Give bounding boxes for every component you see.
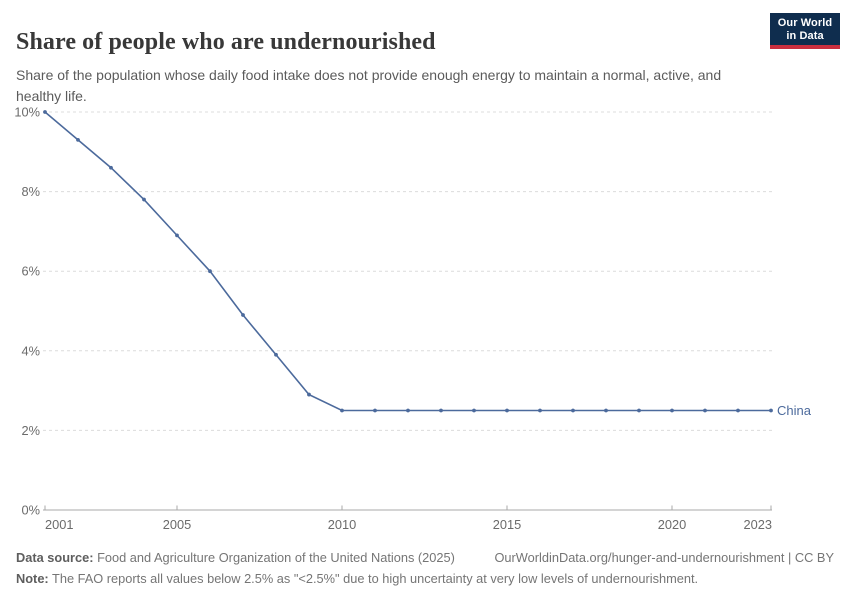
data-point [472, 408, 476, 413]
x-tick-label: 2015 [493, 517, 521, 532]
data-point [208, 269, 212, 274]
y-tick-label: 8% [22, 184, 41, 199]
data-point [736, 408, 740, 413]
data-point [637, 408, 641, 413]
source-link[interactable]: OurWorldinData.org/hunger-and-undernouri… [494, 550, 834, 565]
chart-subtitle: Share of the population whose daily food… [16, 67, 722, 104]
chart-footer: Data source: Food and Agriculture Organi… [16, 547, 834, 589]
owid-logo-text: Our World in Data [770, 13, 840, 45]
y-tick-label: 0% [22, 503, 41, 518]
data-point [340, 408, 344, 413]
data-point [439, 408, 443, 413]
data-point [571, 408, 575, 413]
data-point [406, 408, 410, 413]
data-point [307, 392, 311, 397]
owid-logo-accent-bar [770, 45, 840, 49]
data-point [43, 110, 47, 114]
data-point [109, 165, 113, 170]
data-point [373, 408, 377, 413]
x-tick-label: 2010 [328, 517, 356, 532]
data-point [142, 197, 146, 202]
data-point [670, 408, 674, 413]
y-tick-label: 6% [22, 264, 41, 279]
x-tick-label: 2023 [744, 517, 772, 532]
data-line-china [44, 111, 771, 412]
data-point [538, 408, 542, 413]
y-tick-label: 10% [14, 105, 40, 120]
data-point [769, 408, 773, 413]
y-tick-label: 2% [22, 423, 41, 438]
data-source: Data source: Food and Agriculture Organi… [16, 550, 455, 565]
data-point [76, 137, 80, 142]
data-point [241, 313, 245, 317]
series-label-china: China [777, 403, 812, 418]
chart-note: Note: The FAO reports all values below 2… [16, 571, 699, 586]
data-point [703, 408, 707, 413]
y-tick-label: 4% [22, 343, 41, 358]
x-tick-label: 2001 [45, 517, 73, 532]
data-source-label: Data source: [16, 550, 94, 565]
owid-logo[interactable]: Our World in Data [770, 13, 840, 49]
data-point [505, 408, 509, 413]
data-point [604, 408, 608, 413]
note-label: Note: [16, 571, 49, 586]
data-point [175, 233, 179, 238]
x-tick-label: 2005 [163, 517, 191, 532]
page-title: Share of people who are undernourished [16, 29, 436, 56]
data-point [274, 352, 278, 357]
x-tick-label: 2020 [658, 517, 686, 532]
line-chart: 0% 2% 4% 6% 8% 10% 2001 2005 2010 2015 2020 2023 Chi… [14, 105, 812, 533]
